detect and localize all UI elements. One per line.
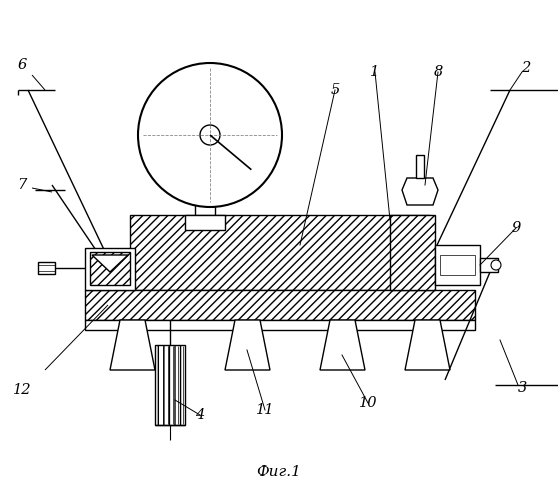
Polygon shape	[185, 215, 225, 230]
Text: 7: 7	[17, 178, 27, 192]
Polygon shape	[225, 320, 270, 370]
Circle shape	[138, 63, 282, 207]
Text: 12: 12	[13, 383, 31, 397]
Polygon shape	[435, 245, 480, 285]
Text: 6: 6	[17, 58, 27, 72]
Polygon shape	[440, 255, 475, 275]
Polygon shape	[85, 320, 475, 330]
Text: 5: 5	[330, 83, 340, 97]
Polygon shape	[110, 320, 155, 370]
Polygon shape	[38, 262, 55, 274]
Polygon shape	[480, 258, 498, 272]
Polygon shape	[130, 215, 430, 290]
Polygon shape	[320, 320, 365, 370]
Circle shape	[491, 260, 501, 270]
Polygon shape	[90, 252, 130, 285]
Polygon shape	[85, 248, 135, 290]
Polygon shape	[402, 178, 438, 205]
Polygon shape	[155, 345, 185, 425]
Text: 9: 9	[511, 221, 521, 235]
Circle shape	[200, 125, 220, 145]
Text: 10: 10	[359, 396, 377, 410]
Polygon shape	[85, 290, 475, 320]
Text: 2: 2	[521, 61, 531, 75]
Polygon shape	[195, 185, 215, 215]
Polygon shape	[416, 155, 424, 178]
Text: 11: 11	[256, 403, 274, 417]
Polygon shape	[405, 320, 450, 370]
Polygon shape	[390, 215, 435, 290]
Text: 3: 3	[517, 381, 527, 395]
Text: 8: 8	[434, 65, 442, 79]
Text: 1: 1	[371, 65, 379, 79]
Text: Фиг.1: Фиг.1	[257, 465, 301, 479]
Text: 4: 4	[195, 408, 205, 422]
Polygon shape	[92, 255, 128, 272]
